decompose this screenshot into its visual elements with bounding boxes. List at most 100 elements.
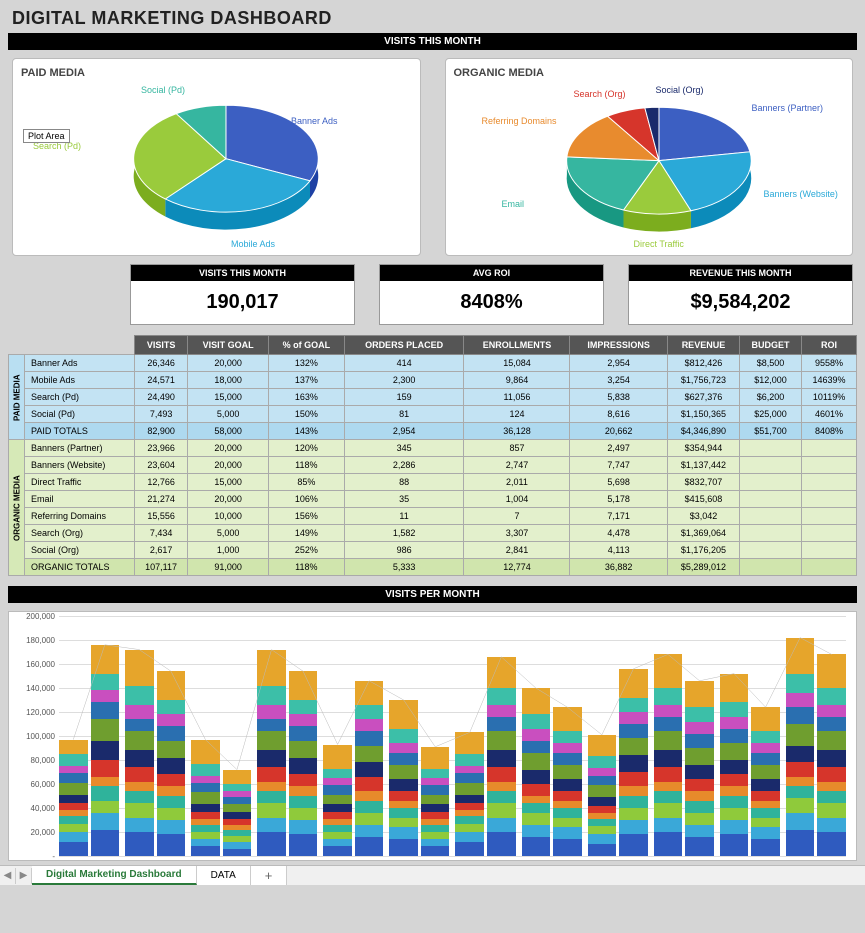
row-name: Social (Org) (25, 542, 135, 559)
bar-column (685, 681, 714, 856)
bar-segment (323, 846, 352, 856)
bar-segment (455, 783, 484, 795)
bar-segment (289, 726, 318, 740)
bar-segment (619, 698, 648, 712)
cell: 11,056 (464, 389, 570, 406)
bar-segment (654, 731, 683, 750)
bar-segment (389, 839, 418, 856)
bar-segment (619, 834, 648, 856)
bar-segment (588, 735, 617, 757)
bar-segment (157, 714, 186, 726)
bar-segment (786, 638, 815, 674)
bar-segment (817, 767, 846, 781)
bar-segment (389, 700, 418, 729)
cell: 24,490 (135, 389, 188, 406)
bar-segment (125, 782, 154, 792)
cell (740, 508, 802, 525)
bar-column (720, 674, 749, 856)
cell: 8,616 (570, 406, 667, 423)
bar-column (817, 654, 846, 856)
col-header: VISITS (135, 336, 188, 355)
bar-segment (355, 762, 384, 776)
bar-segment (191, 846, 220, 856)
bar-column (654, 654, 683, 856)
bar-segment (522, 753, 551, 770)
bar-segment (817, 688, 846, 705)
bar-segment (389, 791, 418, 801)
row-name: Search (Pd) (25, 389, 135, 406)
sheet-prev-button[interactable]: ◀ (0, 868, 16, 884)
sheet-next-button[interactable]: ▶ (16, 868, 32, 884)
bar-segment (125, 686, 154, 705)
bar-segment (487, 818, 516, 832)
bar-segment (125, 803, 154, 817)
bar-segment (59, 803, 88, 810)
cell (802, 508, 857, 525)
bar-segment (355, 719, 384, 731)
cell: $354,944 (667, 440, 739, 457)
bar-segment (817, 705, 846, 717)
bar-column (323, 745, 352, 857)
y-tick-label: 200,000 (15, 612, 55, 621)
cell-total: 36,882 (570, 559, 667, 576)
bar-segment (720, 796, 749, 808)
tab-add-button[interactable]: + (251, 866, 288, 885)
bar-segment (553, 808, 582, 818)
bar-segment (125, 791, 154, 803)
bar-segment (59, 766, 88, 773)
bar-segment (257, 803, 286, 817)
bar-segment (289, 700, 318, 714)
bar-segment (751, 707, 780, 731)
bar-segment (257, 650, 286, 686)
bar-segment (355, 731, 384, 745)
cell: $12,000 (740, 372, 802, 389)
kpi-label: REVENUE THIS MONTH (629, 265, 852, 281)
bar-segment (751, 808, 780, 818)
tab-data[interactable]: DATA (197, 866, 251, 885)
cell: 35 (344, 491, 464, 508)
cell: $3,042 (667, 508, 739, 525)
bar-segment (654, 782, 683, 792)
bar-segment (289, 741, 318, 758)
bar-segment (59, 754, 88, 766)
bar-segment (91, 645, 120, 674)
bar-segment (685, 707, 714, 721)
bar-segment (553, 801, 582, 808)
bar-segment (588, 776, 617, 786)
cell: 5,000 (188, 525, 269, 542)
cell: $8,500 (740, 355, 802, 372)
cell: 20,000 (188, 440, 269, 457)
bar-segment (588, 834, 617, 844)
cell: 3,254 (570, 372, 667, 389)
bar-segment (487, 731, 516, 750)
cell-total: 143% (268, 423, 344, 440)
bar-segment (654, 832, 683, 856)
cell: 85% (268, 474, 344, 491)
bar-segment (91, 702, 120, 719)
bar-segment (389, 801, 418, 808)
bar-segment (720, 820, 749, 834)
bar-segment (59, 832, 88, 842)
tab-dashboard[interactable]: Digital Marketing Dashboard (32, 866, 197, 885)
cell: 20,000 (188, 355, 269, 372)
bar-segment (389, 808, 418, 818)
bar-segment (522, 729, 551, 741)
page-title: DIGITAL MARKETING DASHBOARD (0, 0, 865, 33)
pie-slice-label: Banner Ads (291, 116, 338, 126)
cell: 26,346 (135, 355, 188, 372)
cell (802, 525, 857, 542)
cell: 15,084 (464, 355, 570, 372)
bar-segment (685, 734, 714, 748)
paid-media-title: PAID MEDIA (21, 67, 412, 79)
bar-segment (91, 830, 120, 856)
bar-segment (125, 832, 154, 856)
bar-segment (685, 722, 714, 734)
cell-total (802, 559, 857, 576)
bar-segment (59, 824, 88, 832)
bar-column (91, 645, 120, 856)
cell: 7 (464, 508, 570, 525)
bar-segment (323, 825, 352, 832)
bar-segment (421, 769, 450, 779)
cell (802, 542, 857, 559)
cell-total: 8408% (802, 423, 857, 440)
